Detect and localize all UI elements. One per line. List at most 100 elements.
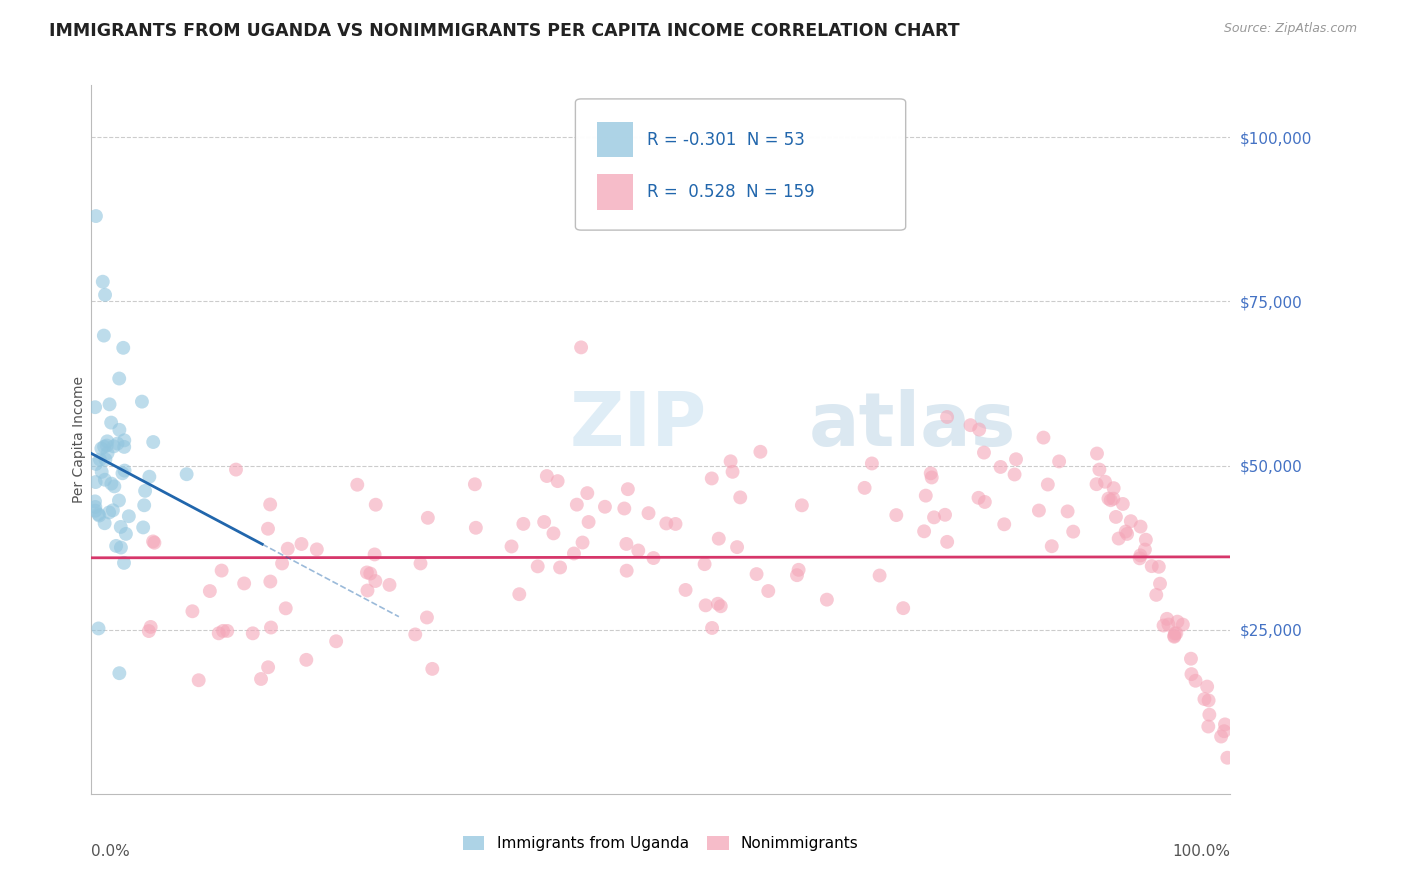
Point [359, 566, 381, 581]
Point [96, 434, 118, 449]
Point [274, 601, 297, 615]
Text: R = -0.301  N = 53: R = -0.301 N = 53 [647, 131, 806, 149]
Point [1047, 454, 1070, 468]
Point [1105, 510, 1128, 524]
Point [578, 515, 600, 529]
Point [1088, 462, 1111, 476]
Point [967, 422, 990, 436]
Text: IMMIGRANTS FROM UGANDA VS NONIMMIGRANTS PER CAPITA INCOME CORRELATION CHART: IMMIGRANTS FROM UGANDA VS NONIMMIGRANTS … [49, 22, 960, 40]
Text: Source: ZipAtlas.com: Source: ZipAtlas.com [1223, 22, 1357, 36]
Point [118, 509, 141, 524]
Y-axis label: Per Capita Income: Per Capita Income [72, 376, 86, 503]
Point [548, 560, 571, 574]
Point [96, 439, 118, 453]
Point [1140, 559, 1163, 574]
Point [920, 467, 942, 481]
Point [142, 534, 165, 549]
Point [1102, 491, 1125, 506]
Point [1163, 630, 1185, 644]
Point [990, 459, 1012, 474]
Point [142, 435, 165, 450]
Point [571, 535, 593, 549]
Point [93, 440, 115, 454]
Point [84, 457, 107, 471]
Point [1115, 524, 1137, 539]
Point [959, 418, 981, 433]
Point [134, 498, 156, 512]
Point [187, 673, 209, 688]
Point [93, 328, 115, 343]
Point [250, 672, 273, 686]
Point [1032, 431, 1054, 445]
Point [695, 599, 717, 613]
Point [853, 481, 876, 495]
Point [655, 516, 678, 531]
Point [176, 467, 198, 482]
Point [103, 439, 125, 453]
Point [1040, 539, 1063, 553]
Point [1085, 446, 1108, 460]
Legend: Immigrants from Uganda, Nonimmigrants: Immigrants from Uganda, Nonimmigrants [457, 830, 865, 857]
Point [198, 584, 221, 599]
Point [242, 626, 264, 640]
Point [100, 416, 122, 430]
Point [973, 495, 995, 509]
Point [212, 624, 235, 638]
Point [921, 470, 943, 484]
Point [993, 517, 1015, 532]
Point [1213, 724, 1236, 739]
Point [131, 394, 153, 409]
Point [84, 209, 107, 223]
Point [565, 498, 588, 512]
Point [1166, 626, 1188, 640]
Point [217, 624, 239, 638]
Point [84, 504, 107, 518]
Point [211, 564, 233, 578]
Point [593, 500, 616, 514]
Point [787, 563, 810, 577]
Point [115, 527, 138, 541]
Point [1171, 617, 1194, 632]
Point [562, 547, 585, 561]
Point [1184, 673, 1206, 688]
Point [637, 506, 659, 520]
Point [277, 541, 299, 556]
Point [295, 653, 318, 667]
Point [1198, 707, 1220, 722]
Point [305, 542, 328, 557]
Point [1102, 481, 1125, 495]
Point [233, 576, 256, 591]
Point [936, 534, 959, 549]
Point [693, 557, 716, 571]
Point [616, 564, 638, 578]
Point [922, 510, 945, 524]
Point [110, 520, 132, 534]
FancyBboxPatch shape [575, 99, 905, 230]
Point [1211, 730, 1233, 744]
Point [87, 622, 110, 636]
Point [1197, 719, 1219, 733]
Point [103, 479, 125, 493]
Point [700, 621, 723, 635]
Point [1094, 475, 1116, 489]
Point [1112, 497, 1135, 511]
Point [89, 508, 111, 523]
Point [132, 520, 155, 534]
Text: R =  0.528  N = 159: R = 0.528 N = 159 [647, 183, 815, 201]
Point [1216, 750, 1239, 764]
Point [259, 498, 281, 512]
Point [1149, 576, 1171, 591]
Point [257, 522, 280, 536]
Point [725, 540, 748, 554]
Point [208, 626, 231, 640]
Point [271, 557, 294, 571]
Point [134, 483, 156, 498]
Point [1153, 618, 1175, 632]
Point [710, 599, 733, 614]
Point [1005, 452, 1028, 467]
Point [108, 423, 131, 437]
Point [84, 494, 107, 508]
Point [790, 499, 813, 513]
Point [616, 537, 638, 551]
Point [96, 446, 118, 460]
